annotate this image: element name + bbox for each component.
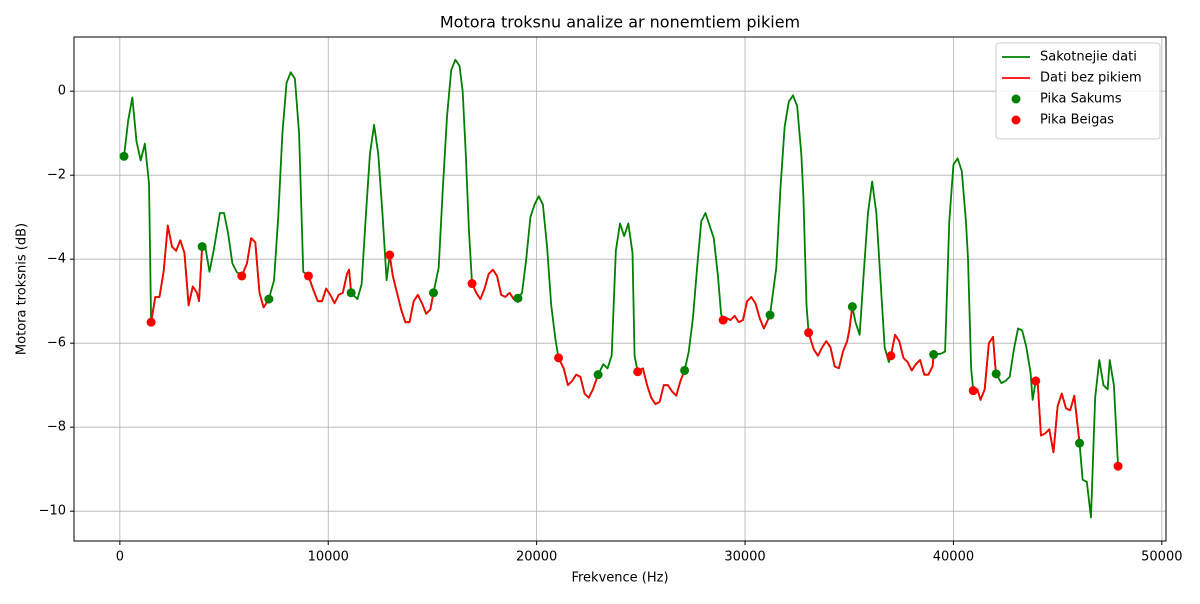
legend-label: Dati bez pikiem [1040, 71, 1142, 86]
scatter-point [1113, 461, 1123, 471]
legend-label: Pika Beigas [1040, 113, 1114, 128]
data-line [150, 224, 204, 323]
scatter-point [718, 315, 728, 325]
y-tick-label: −4 [47, 252, 66, 267]
scatter-point [1075, 438, 1085, 448]
scatter-point [554, 353, 564, 363]
y-axis-label: Motora troksnis (dB) [15, 223, 30, 355]
x-tick-label: 10000 [308, 550, 349, 565]
data-line [123, 58, 1119, 519]
x-tick-label: 40000 [933, 550, 974, 565]
y-tick-label: −8 [47, 420, 66, 435]
scatter-point [886, 351, 896, 361]
y-tick-label: −6 [47, 336, 66, 351]
scatter-point [513, 293, 523, 303]
scatter-point [593, 370, 603, 380]
plot-frame [73, 36, 1167, 542]
data-line [307, 268, 353, 305]
scatter-point [680, 365, 690, 375]
scatter-point [929, 350, 939, 360]
scatter-point [197, 242, 207, 252]
scatter-point [765, 310, 775, 320]
data-line [1034, 380, 1081, 454]
scatter-point [119, 151, 129, 161]
data-line [557, 357, 599, 399]
scatter-point [385, 250, 395, 260]
x-tick-label: 50000 [1141, 550, 1182, 565]
legend-label: Pika Sakums [1040, 92, 1122, 107]
legend-label: Sakotnejie dati [1040, 50, 1137, 65]
data-line [240, 237, 270, 309]
scatter-point [264, 294, 274, 304]
x-tick-label: 20000 [516, 550, 557, 565]
y-tick-label: −10 [39, 504, 66, 519]
scatter-point [146, 317, 156, 327]
scatter-point [991, 369, 1001, 379]
scatter-point [847, 302, 857, 312]
scatter-point [633, 367, 643, 377]
x-tick-label: 30000 [724, 550, 765, 565]
data-line [972, 335, 998, 401]
scatter-point [237, 271, 247, 281]
x-axis-label: Frekvence (Hz) [571, 571, 668, 586]
scatter-point [303, 271, 313, 281]
scatter-point [428, 288, 438, 298]
legend-box [995, 42, 1161, 140]
scatter-point [1031, 376, 1041, 386]
data-line [637, 367, 686, 405]
data-line [807, 306, 854, 370]
legend-marker [1011, 115, 1021, 125]
data-line [890, 333, 935, 376]
scatter-point [968, 386, 978, 396]
scatter-point [467, 279, 477, 289]
x-tick-label: 0 [116, 550, 124, 565]
chart-title: Motora troksnu analize ar nonemtiem piki… [440, 13, 800, 32]
scatter-point [804, 328, 814, 338]
y-tick-label: −2 [47, 168, 66, 183]
data-line [388, 254, 435, 324]
y-tick-label: 0 [58, 84, 66, 99]
scatter-point [346, 288, 356, 298]
data-line [722, 296, 771, 330]
data-line [471, 268, 519, 300]
legend-marker [1011, 94, 1021, 104]
